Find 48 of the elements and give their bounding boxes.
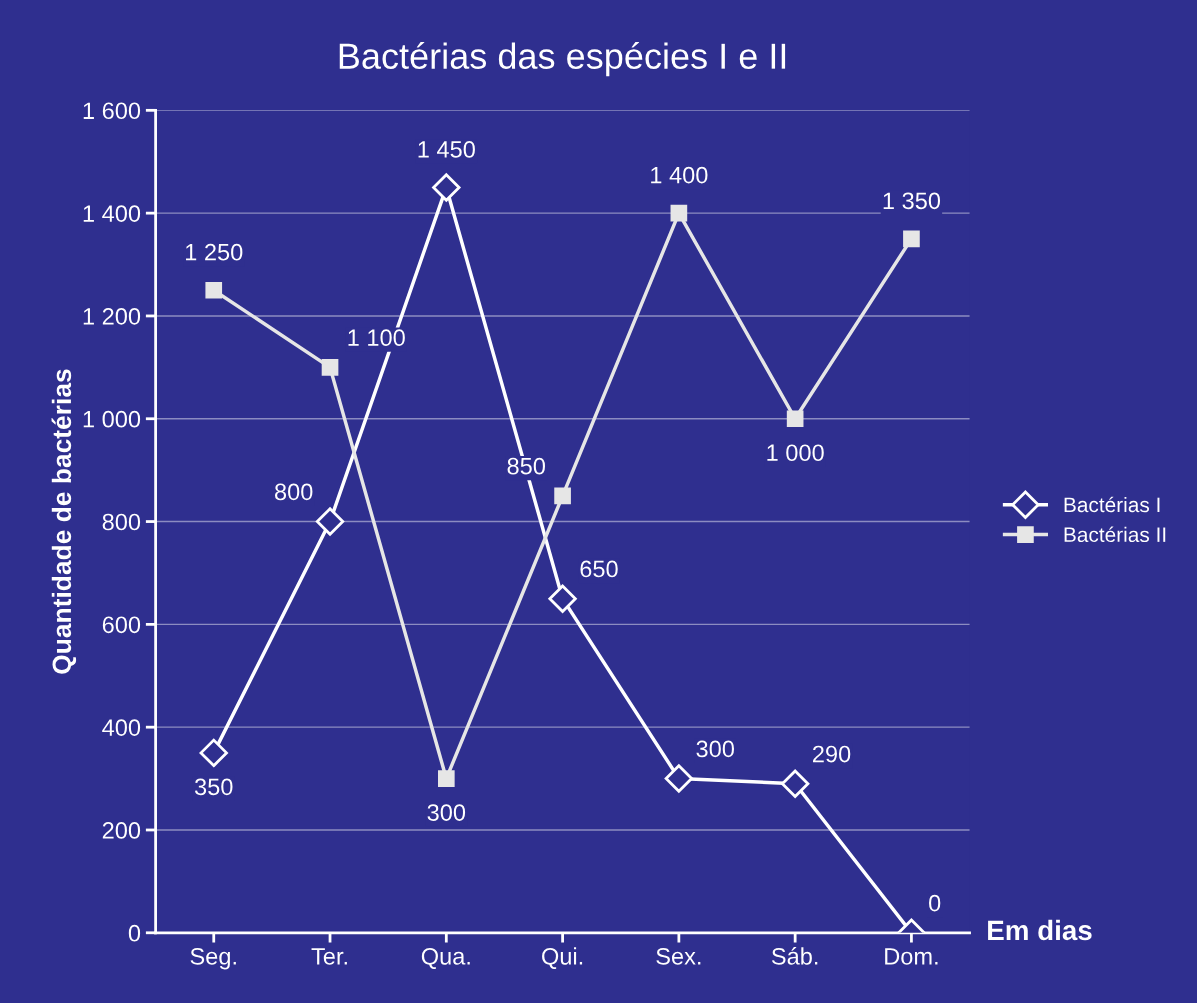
point (664, 764, 694, 793)
data-label: 350 (194, 778, 233, 796)
x-tick-label: Sáb. (771, 947, 818, 965)
x-tick-label: Ter. (311, 948, 347, 965)
y-axis-title: Quantidade de bactérias (51, 369, 77, 674)
x-axis-title: Em dias (988, 919, 1092, 941)
data-label: 850 (507, 457, 545, 475)
x-tick-label: Seg. (190, 948, 236, 970)
data-label: 0 (929, 894, 941, 912)
legend-label: Bactérias II (1064, 526, 1166, 543)
y-tick-label: 400 (102, 719, 141, 736)
point (315, 507, 345, 536)
x-tick-label: Sex. (656, 948, 701, 965)
point (670, 204, 688, 222)
data-label: 1 350 (883, 192, 941, 210)
y-tick-label: 1 200 (83, 308, 141, 325)
data-label: 300 (427, 804, 466, 821)
point (432, 173, 461, 202)
y-tick-label: 1 400 (83, 205, 141, 222)
data-label: 290 (813, 745, 851, 763)
point (437, 770, 455, 787)
x-tick-label: Dom. (885, 948, 938, 965)
data-label: 300 (696, 740, 735, 758)
y-tick-label: 800 (102, 513, 141, 531)
point (786, 410, 804, 428)
y-tick-label: 600 (102, 616, 141, 634)
y-tick-label: 1 000 (83, 410, 141, 428)
point (780, 769, 810, 798)
x-tick-label: Qui. (542, 947, 583, 969)
y-tick-label: 200 (102, 822, 141, 839)
point (321, 359, 339, 376)
legend-label: Bactérias I (1064, 496, 1160, 513)
point (903, 230, 920, 248)
data-label: 1 400 (651, 166, 708, 184)
point (548, 584, 577, 613)
point (205, 281, 223, 299)
data-label: 800 (275, 483, 313, 501)
data-label: 1 250 (186, 243, 243, 261)
y-tick-label: 1 600 (83, 102, 141, 120)
data-label: 1 450 (418, 141, 475, 158)
point (199, 738, 228, 768)
data-label: 1 100 (348, 329, 405, 347)
x-tick-label: Qua. (421, 948, 470, 969)
data-label: 650 (580, 560, 618, 578)
point (554, 487, 571, 505)
y-tick-label: 0 (128, 924, 141, 942)
chart-title: Bactérias das espécies I e II (339, 42, 786, 77)
data-label: 1 000 (767, 444, 824, 462)
